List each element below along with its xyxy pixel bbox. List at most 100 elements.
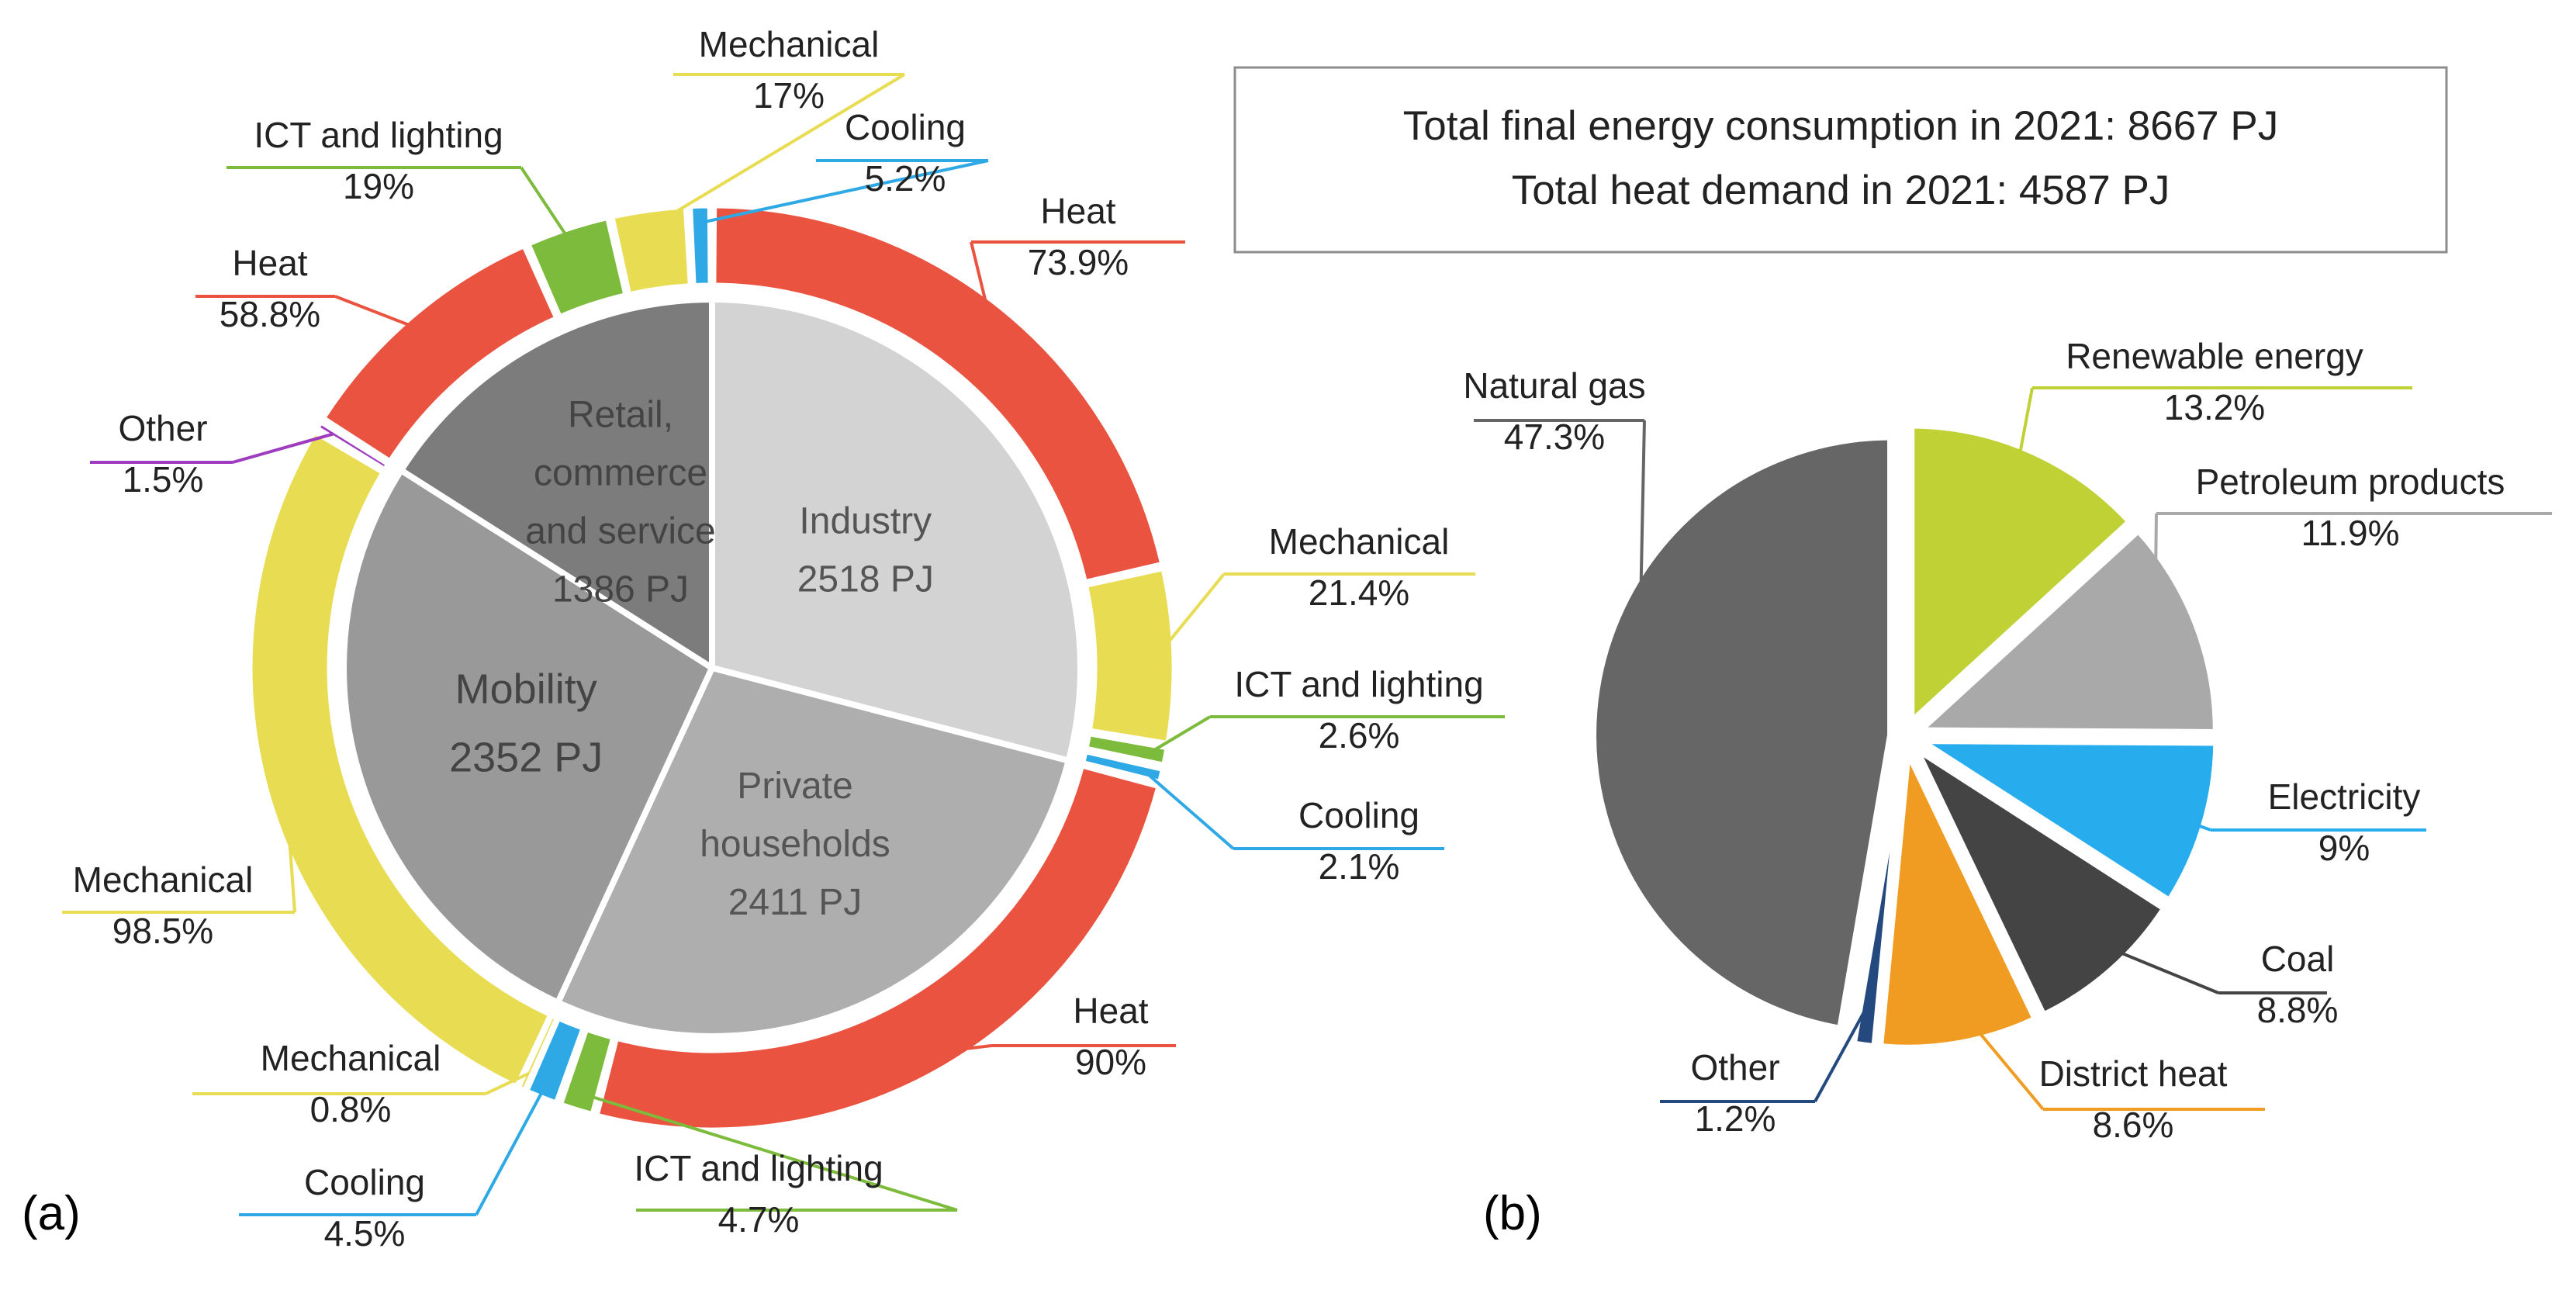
inner-label-private-households-1: households — [700, 824, 890, 865]
label-natural-gas-name: Natural gas — [1463, 365, 1645, 406]
label-other-value: 1.2% — [1695, 1098, 1776, 1139]
label-industry-heat-value: 73.9% — [1028, 242, 1129, 282]
label-district-heat-name: District heat — [2039, 1053, 2228, 1094]
label-retail-commerce-and-service-heat-name: Heat — [232, 243, 307, 283]
label-retail-commerce-and-service-cooling-value: 5.2% — [865, 158, 946, 199]
inner-label-industry-0: Industry — [799, 500, 932, 541]
label-retail-commerce-and-service-ict-and-lighting-name: ICT and lighting — [254, 115, 503, 155]
label-industry-cooling-value: 2.1% — [1319, 846, 1400, 887]
label-retail-commerce-and-service-heat-leader — [334, 295, 423, 332]
label-private-households-ict-and-lighting-name: ICT and lighting — [634, 1148, 883, 1188]
slice-electricity — [1914, 736, 2222, 906]
label-coal-leader — [2081, 935, 2219, 994]
outer-segment-industry-cooling — [1083, 752, 1163, 782]
label-retail-commerce-and-service-mechanical-leader — [650, 73, 906, 229]
outer-segment-private-households-heat — [596, 766, 1159, 1130]
summary-line-heat-demand: Total heat demand in 2021: 4587 PJ — [1512, 168, 2170, 213]
pie-chart-b: Renewable energy 13.2% Petroleum products 1… — [1463, 336, 2552, 1145]
label-industry-cooling-name: Cooling — [1298, 795, 1419, 835]
label-retail-commerce-and-service-mechanical-value: 17% — [753, 75, 825, 116]
label-private-households-cooling-leader — [475, 1081, 549, 1216]
label-private-households-ict-and-lighting-leader — [580, 1091, 958, 1212]
outer-segment-private-households-mechanical — [518, 1015, 557, 1091]
summary-box — [1233, 66, 2448, 254]
label-district-heat-leader — [1950, 998, 2045, 1111]
label-retail-commerce-and-service-cooling-name: Cooling — [845, 107, 966, 147]
label-natural-gas-value: 47.3% — [1504, 417, 1605, 457]
outer-segment-private-households-cooling — [527, 1019, 583, 1103]
label-electricity-name: Electricity — [2268, 776, 2421, 817]
label-coal-value: 8.8% — [2257, 990, 2339, 1030]
label-renewable-energy-value: 13.2% — [2164, 387, 2265, 427]
inner-label-industry-1: 2518 PJ — [797, 559, 934, 600]
label-industry-ict-and-lighting-leader — [1148, 715, 1212, 755]
inner-label-mobility-0: Mobility — [455, 666, 597, 713]
outer-segment-industry-mechanical — [1085, 569, 1174, 743]
label-private-households-heat-value: 90% — [1075, 1042, 1146, 1082]
outer-segment-retail-commerce-and-service-mechanical — [612, 206, 690, 295]
outer-segment-retail-commerce-and-service-cooling — [690, 206, 711, 286]
label-private-households-cooling-value: 4.5% — [324, 1213, 406, 1254]
label-mobility-mechanical-value: 98.5% — [112, 911, 213, 951]
label-private-households-heat-name: Heat — [1073, 991, 1148, 1031]
label-natural-gas-leader — [1637, 420, 1646, 714]
label-mobility-mechanical-name: Mechanical — [73, 859, 254, 900]
inner-slice-mobility — [341, 467, 715, 1006]
outer-segment-retail-commerce-and-service-heat — [323, 246, 557, 462]
slice-natural-gas — [1589, 432, 1896, 1033]
label-private-households-mechanical-leader — [485, 1072, 530, 1095]
slice-renewable-energy — [1907, 420, 2135, 728]
outer-segment-private-households-ict-and-lighting — [560, 1029, 614, 1115]
inner-label-retail-commerce-and-service-1: commerce — [534, 453, 707, 494]
outer-segment-mobility-mechanical — [250, 432, 551, 1087]
inner-label-retail-commerce-and-service-0: Retail, — [568, 395, 673, 436]
inner-label-private-households-2: 2411 PJ — [728, 882, 863, 923]
label-private-households-ict-and-lighting-value: 4.7% — [718, 1199, 800, 1240]
outer-segment-industry-heat — [714, 206, 1163, 583]
label-district-heat-value: 8.6% — [2093, 1105, 2174, 1145]
label-industry-heat-leader — [970, 241, 992, 321]
label-petroleum-products-value: 11.9% — [2301, 513, 2399, 553]
outer-segment-industry-ict-and-lighting — [1086, 734, 1167, 765]
label-industry-ict-and-lighting-name: ICT and lighting — [1234, 664, 1483, 704]
label-industry-mechanical-name: Mechanical — [1269, 521, 1450, 562]
label-retail-commerce-and-service-ict-and-lighting-value: 19% — [343, 166, 414, 206]
label-private-households-heat-leader — [936, 1044, 992, 1054]
label-industry-cooling-leader — [1143, 770, 1235, 850]
inner-slice-retail-commerce-and-service — [398, 296, 715, 671]
slice-coal — [1910, 742, 2170, 1020]
label-industry-heat-name: Heat — [1040, 191, 1115, 231]
label-electricity-leader — [2161, 811, 2211, 832]
inner-label-retail-commerce-and-service-3: 1386 PJ — [552, 569, 689, 610]
label-electricity-value: 9% — [2318, 828, 2370, 868]
summary-line-consumption: Total final energy consumption in 2021: … — [1403, 103, 2278, 149]
label-retail-commerce-and-service-mechanical-name: Mechanical — [699, 24, 880, 64]
inner-label-mobility-1: 2352 PJ — [449, 735, 603, 781]
label-private-households-cooling-name: Cooling — [304, 1162, 425, 1202]
label-industry-mechanical-leader — [1156, 572, 1226, 658]
label-retail-commerce-and-service-cooling-leader — [700, 159, 989, 225]
label-private-households-mechanical-name: Mechanical — [261, 1038, 441, 1078]
label-mobility-other-name: Other — [118, 408, 207, 448]
label-industry-mechanical-value: 21.4% — [1309, 572, 1409, 613]
slice-other — [1848, 745, 1907, 1052]
label-retail-commerce-and-service-heat-value: 58.8% — [220, 294, 320, 334]
label-petroleum-products-leader — [2153, 513, 2158, 641]
panel-label-a: (a) — [22, 1187, 81, 1240]
slice-petroleum-products — [1914, 525, 2221, 737]
label-mobility-other-leader — [232, 432, 334, 464]
label-mobility-mechanical-leader — [285, 799, 296, 913]
outer-segment-mobility-other — [317, 422, 389, 470]
label-renewable-energy-leader — [2011, 387, 2034, 492]
inner-label-private-households-0: Private — [737, 766, 852, 807]
sunburst-chart-a: Industry 2518 PJ Private households 2411 PJ M… — [62, 24, 1505, 1254]
inner-label-retail-commerce-and-service-2: and service — [525, 511, 715, 552]
inner-slice-industry — [709, 296, 1084, 764]
label-other-leader — [1814, 1001, 1872, 1102]
label-retail-commerce-and-service-ict-and-lighting-leader — [520, 166, 574, 247]
slice-district-heat — [1875, 745, 2041, 1053]
label-mobility-other-value: 1.5% — [123, 459, 204, 500]
label-industry-ict-and-lighting-value: 2.6% — [1319, 715, 1400, 756]
label-other-name: Other — [1690, 1047, 1779, 1088]
